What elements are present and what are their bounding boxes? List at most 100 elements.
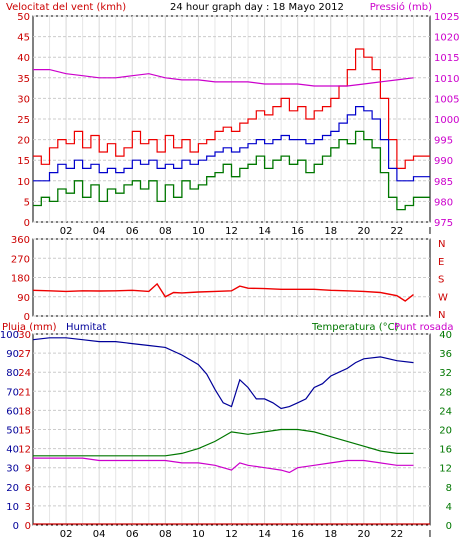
direction-y-tick-label: 360 <box>11 235 30 246</box>
rain-x-tick-label: 20 <box>357 529 370 540</box>
humidity-y-tick-label: 60 <box>6 406 19 417</box>
wind-y-tick-label: 20 <box>17 136 30 147</box>
dew-title: Punt rosada <box>394 322 453 333</box>
humidity-y-tick-label: 20 <box>6 483 19 494</box>
pressure-y-tick-label: 1015 <box>434 53 459 64</box>
humidity-y-tick-label: 80 <box>6 368 19 379</box>
temp-y-tick-label: 20 <box>439 426 452 437</box>
direction-y-tick-label: 180 <box>11 274 30 285</box>
wind-x-tick-label: 08 <box>159 226 172 237</box>
humidity-y-tick-label: 50 <box>6 426 19 437</box>
rain-x-tick-label: 22 <box>391 529 404 540</box>
wind-y-tick-label: 50 <box>17 12 30 23</box>
temp-y-tick-label: 28 <box>439 387 452 398</box>
wind-x-tick-label: 20 <box>357 226 370 237</box>
rain-y-tick-label: 24 <box>18 368 31 379</box>
wind-series-average <box>33 106 430 182</box>
rain-x-tick-label: 10 <box>192 529 205 540</box>
rain-y-tick-label: 15 <box>18 426 31 437</box>
temp-y-tick-label: 36 <box>439 349 452 360</box>
humidity-y-tick-label: 100 <box>0 330 19 341</box>
rain-x-tick-label: I <box>429 529 432 540</box>
rain-y-tick-label: 18 <box>18 406 31 417</box>
direction-series <box>32 282 414 302</box>
rain-series-line <box>33 457 414 474</box>
humidity-y-tick-label: 70 <box>6 387 19 398</box>
rain-y-tick-label: 21 <box>18 387 31 398</box>
wind-x-tick-label: 18 <box>324 226 337 237</box>
rain-y-tick-label: 12 <box>18 445 31 456</box>
humidity-title: Humitat <box>66 322 106 333</box>
humidity-y-tick-label: 10 <box>6 502 19 513</box>
pressure-y-tick-label: 1025 <box>434 12 459 23</box>
rain-series-line <box>33 428 414 457</box>
rain-y-tick-label: 30 <box>18 330 31 341</box>
humidity-y-tick-label: 30 <box>6 464 19 475</box>
temp-y-tick-label: 8 <box>446 483 452 494</box>
direction-compass-label: N <box>438 310 445 321</box>
rain-y-tick-label: 9 <box>25 464 31 475</box>
rain-x-tick-label: 18 <box>324 529 337 540</box>
wind-x-tick-label: 14 <box>258 226 271 237</box>
wind-x-tick-label: 10 <box>192 226 205 237</box>
rain-x-tick-label: 04 <box>93 529 106 540</box>
wind-title: Velocitat del vent (kmh) <box>6 2 126 13</box>
wind-x-tick-label: 02 <box>60 226 73 237</box>
direction-y-tick-label: 270 <box>11 254 30 265</box>
day-title: 24 hour graph day : 18 Mayo 2012 <box>170 2 344 13</box>
wind-x-tick-label: 12 <box>225 226 238 237</box>
wind-series-gust <box>33 48 430 169</box>
rain-series-line <box>32 337 414 410</box>
temp-y-tick-label: 24 <box>439 406 452 417</box>
wind-x-tick-label: 06 <box>126 226 139 237</box>
temp-y-tick-label: 16 <box>439 445 452 456</box>
pressure-title: Pressió (mb) <box>370 1 432 13</box>
wind-series-minimum <box>33 130 430 211</box>
wind-x-tick-label: I <box>429 226 432 237</box>
wind-y-tick-label: 0 <box>24 218 30 229</box>
pressure-y-tick-label: 985 <box>434 177 453 188</box>
rain-x-tick-label: 02 <box>60 529 73 540</box>
direction-compass-label: W <box>438 292 448 303</box>
pressure-y-tick-label: 990 <box>434 156 453 167</box>
pressure-y-tick-label: 995 <box>434 136 453 147</box>
direction-compass-label: S <box>438 275 444 286</box>
wind-y-tick-label: 15 <box>17 156 30 167</box>
wind-x-tick-label: 22 <box>391 226 404 237</box>
direction-y-tick-label: 90 <box>17 293 30 304</box>
rain-x-tick-label: 06 <box>126 529 139 540</box>
rain-x-tick-label: 12 <box>225 529 238 540</box>
wind-x-tick-label: 16 <box>291 226 304 237</box>
temp-y-tick-label: 12 <box>439 464 452 475</box>
humidity-y-tick-label: 40 <box>6 445 19 456</box>
pressure-y-tick-label: 1010 <box>434 74 459 85</box>
wind-y-tick-label: 5 <box>24 197 30 208</box>
rain-title: Pluja (mm) <box>2 322 57 333</box>
pressure-y-tick-label: 1020 <box>434 33 459 44</box>
temp-title: Temperatura (°C) <box>311 322 399 333</box>
wind-y-tick-label: 25 <box>17 115 30 126</box>
humidity-y-tick-label: 0 <box>13 521 19 532</box>
rain-y-tick-label: 6 <box>25 483 31 494</box>
wind-y-tick-label: 45 <box>17 33 30 44</box>
wind-y-tick-label: 35 <box>17 74 30 85</box>
direction-y-tick-label: 0 <box>24 312 30 323</box>
rain-x-tick-label: 14 <box>258 529 271 540</box>
temp-y-tick-label: 40 <box>439 330 452 341</box>
wind-y-tick-label: 30 <box>17 94 30 105</box>
pressure-y-tick-label: 1005 <box>434 94 459 105</box>
humidity-y-tick-label: 90 <box>6 349 19 360</box>
pressure-y-tick-label: 980 <box>434 197 453 208</box>
pressure-y-tick-label: 1000 <box>434 115 459 126</box>
rain-y-tick-label: 3 <box>25 502 31 513</box>
wind-y-tick-label: 10 <box>17 177 30 188</box>
temp-y-tick-label: 4 <box>446 502 452 513</box>
pressure-y-tick-label: 975 <box>434 218 453 229</box>
rain-y-tick-label: 0 <box>25 521 31 532</box>
rain-y-tick-label: 27 <box>18 349 31 360</box>
temp-y-tick-label: 32 <box>439 368 452 379</box>
rain-x-tick-label: 16 <box>291 529 304 540</box>
wind-y-tick-label: 40 <box>17 53 30 64</box>
wind-series-pressure <box>33 69 414 87</box>
